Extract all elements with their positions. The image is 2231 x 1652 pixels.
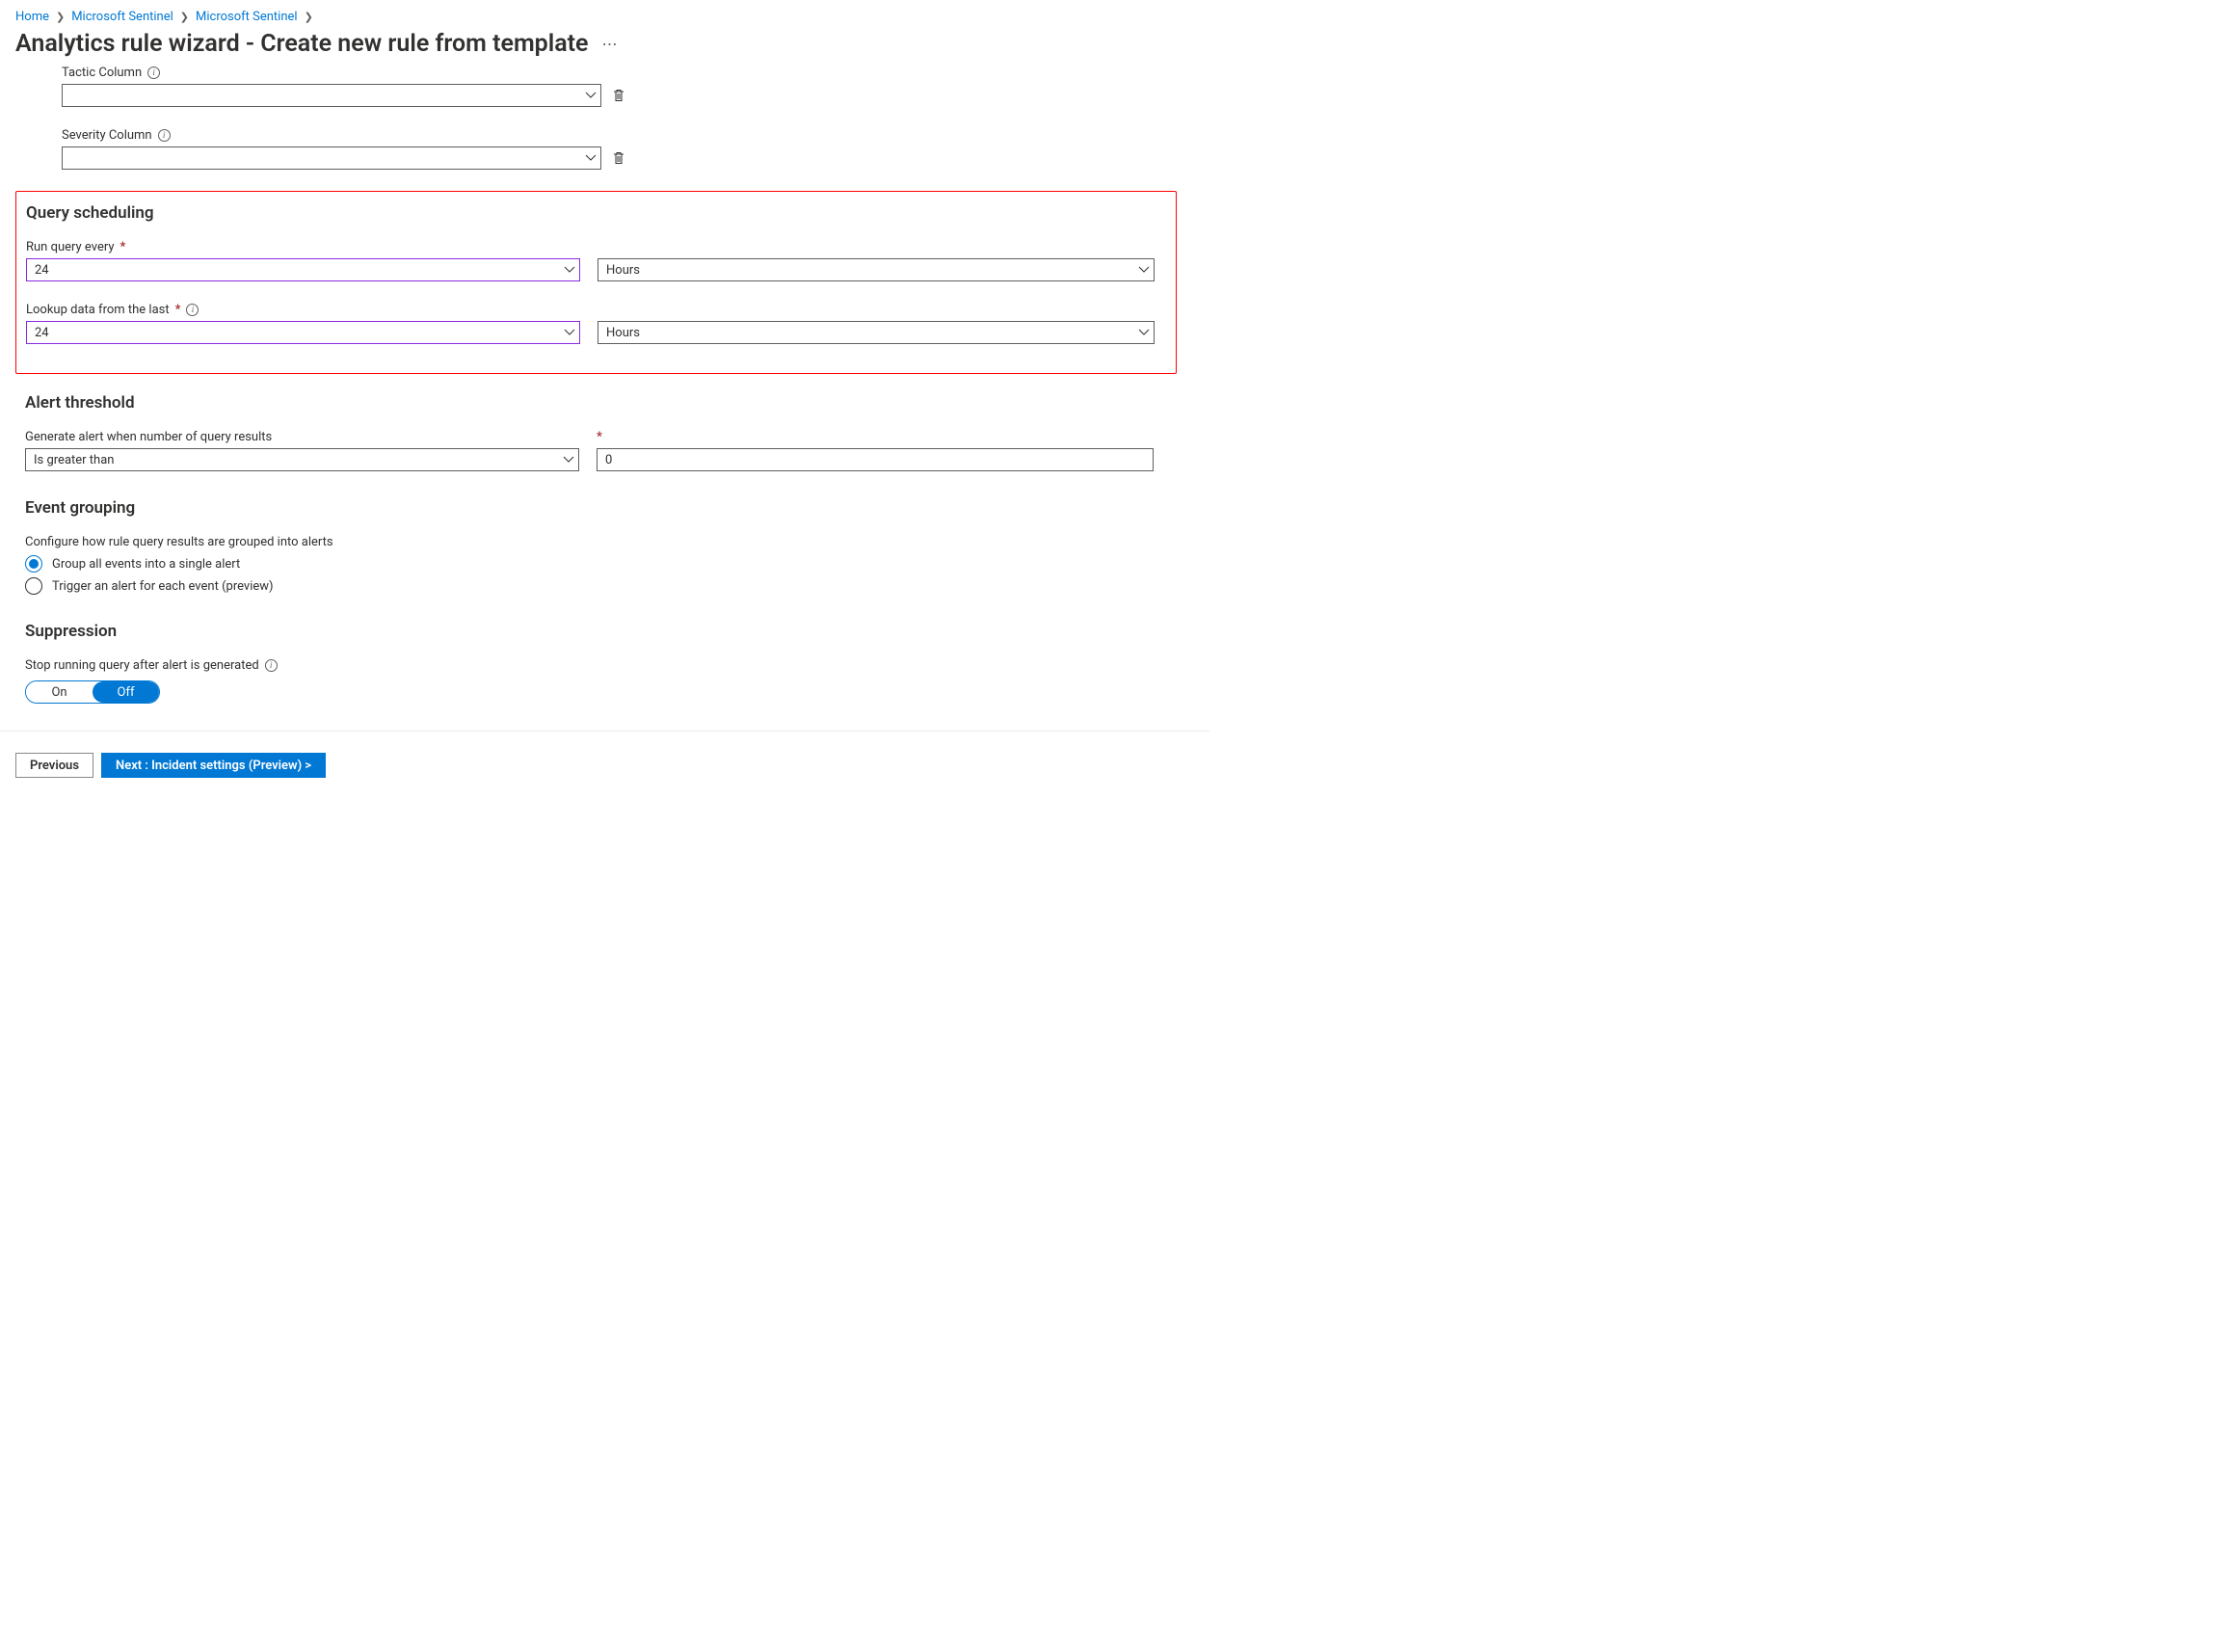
info-icon[interactable] — [147, 67, 160, 79]
severity-column-select[interactable] — [62, 147, 601, 170]
radio-group-single-alert[interactable]: Group all events into a single alert — [25, 555, 1194, 573]
delete-severity-column-button[interactable] — [611, 150, 626, 166]
chevron-down-icon — [564, 327, 575, 338]
chevron-right-icon: ❯ — [305, 11, 313, 23]
suppression-toggle-on[interactable]: On — [26, 681, 93, 703]
run-query-every-label: Run query every — [26, 240, 115, 254]
suppression-heading: Suppression — [25, 622, 1194, 641]
radio-each-event-alert[interactable]: Trigger an alert for each event (preview… — [25, 577, 1194, 595]
threshold-operator-value: Is greater than — [34, 453, 114, 467]
event-grouping-heading: Event grouping — [25, 498, 1194, 518]
run-query-every-unit-select[interactable]: Hours — [598, 258, 1155, 281]
chevron-down-icon — [1138, 327, 1150, 338]
chevron-right-icon: ❯ — [180, 11, 189, 23]
lookup-value: 24 — [35, 326, 49, 340]
info-icon[interactable] — [186, 304, 199, 316]
alert-threshold-heading: Alert threshold — [25, 393, 1194, 413]
suppression-toggle-off[interactable]: Off — [93, 681, 159, 703]
radio-icon — [25, 577, 42, 595]
delete-tactic-column-button[interactable] — [611, 88, 626, 103]
more-actions-button[interactable]: ⋯ — [602, 37, 618, 52]
suppression-toggle[interactable]: On Off — [25, 680, 160, 704]
required-asterisk: * — [120, 240, 126, 254]
radio-each-event-alert-label: Trigger an alert for each event (preview… — [52, 579, 274, 594]
query-scheduling-heading: Query scheduling — [26, 203, 1166, 223]
alert-threshold-section: Alert threshold Generate alert when numb… — [25, 393, 1194, 471]
chevron-down-icon — [1138, 264, 1150, 276]
radio-icon — [25, 555, 42, 573]
chevron-right-icon: ❯ — [56, 11, 65, 23]
next-button[interactable]: Next : Incident settings (Preview) > — [101, 753, 326, 778]
required-asterisk: * — [597, 430, 602, 444]
run-query-every-value: 24 — [35, 263, 49, 278]
lookup-data-label: Lookup data from the last — [26, 303, 170, 317]
generate-alert-label: Generate alert when number of query resu… — [25, 430, 272, 444]
tactic-column-select[interactable] — [62, 84, 601, 107]
chevron-down-icon — [564, 264, 575, 276]
chevron-down-icon — [585, 152, 597, 164]
breadcrumb-sentinel-2[interactable]: Microsoft Sentinel — [196, 10, 298, 24]
chevron-down-icon — [585, 90, 597, 101]
tactic-column-label: Tactic Column — [62, 66, 142, 80]
run-query-every-unit: Hours — [606, 263, 640, 278]
event-grouping-desc: Configure how rule query results are gro… — [25, 535, 1194, 549]
event-grouping-section: Event grouping Configure how rule query … — [25, 498, 1194, 595]
suppression-section: Suppression Stop running query after ale… — [25, 622, 1194, 704]
lookup-unit-select[interactable]: Hours — [598, 321, 1155, 344]
breadcrumb: Home ❯ Microsoft Sentinel ❯ Microsoft Se… — [15, 10, 1194, 24]
lookup-value-input[interactable]: 24 — [26, 321, 580, 344]
breadcrumb-sentinel-1[interactable]: Microsoft Sentinel — [71, 10, 173, 24]
severity-column-label: Severity Column — [62, 128, 152, 143]
threshold-value-input[interactable]: 0 — [597, 448, 1154, 471]
lookup-unit: Hours — [606, 326, 640, 340]
wizard-footer: Previous Next : Incident settings (Previ… — [0, 731, 1209, 795]
breadcrumb-home[interactable]: Home — [15, 10, 49, 24]
threshold-value: 0 — [605, 453, 612, 467]
previous-button[interactable]: Previous — [15, 753, 93, 778]
info-icon[interactable] — [265, 659, 278, 672]
run-query-every-value-input[interactable]: 24 — [26, 258, 580, 281]
required-asterisk: * — [175, 303, 181, 317]
query-scheduling-section: Query scheduling Run query every * 24 Ho… — [15, 191, 1177, 374]
page-title: Analytics rule wizard - Create new rule … — [15, 30, 589, 58]
radio-group-single-alert-label: Group all events into a single alert — [52, 557, 240, 572]
suppression-desc: Stop running query after alert is genera… — [25, 658, 259, 673]
threshold-operator-select[interactable]: Is greater than — [25, 448, 579, 471]
chevron-down-icon — [563, 454, 574, 466]
info-icon[interactable] — [158, 129, 171, 142]
